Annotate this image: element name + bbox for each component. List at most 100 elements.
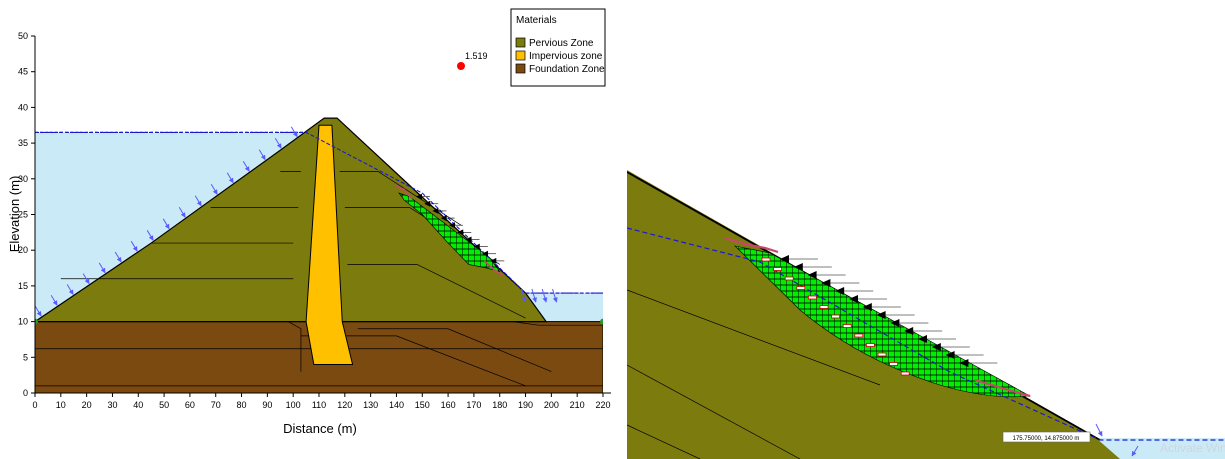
legend-label: Foundation Zone: [529, 64, 605, 75]
detail-slice-marker: [784, 276, 794, 281]
water-pressure-arrow: [98, 262, 106, 274]
water-pressure-arrow: [242, 161, 250, 172]
detail-phreatic-line: [627, 227, 1225, 441]
detail-load-arrow: [918, 335, 927, 343]
x-tick-label: 30: [107, 400, 117, 410]
y-tick-label: 10: [18, 317, 28, 327]
x-tick-label: 210: [570, 400, 585, 410]
x-tick-label: 70: [211, 400, 221, 410]
x-tick-label: 90: [262, 400, 272, 410]
water-pressure-arrow: [226, 172, 234, 184]
detail-load-arrow: [862, 303, 872, 311]
water-pressure-arrow: [210, 184, 218, 195]
water-pressure-arrow: [130, 240, 138, 252]
load-arrow: [473, 243, 480, 250]
detail-load-arrow: [780, 255, 789, 263]
detail-slice-marker: [761, 257, 771, 262]
x-tick-label: 60: [185, 400, 195, 410]
boundary-marker: [600, 318, 603, 325]
water-pressure-arrow: [146, 230, 154, 241]
detail-load-arrow: [931, 343, 941, 351]
load-arrow: [465, 236, 472, 243]
x-tick-label: 20: [82, 400, 92, 410]
internal-layer-line: [347, 264, 526, 319]
y-tick-label: 45: [18, 67, 28, 77]
water-pressure-arrow: [290, 126, 298, 138]
load-arrow: [415, 193, 422, 200]
x-tick-label: 120: [337, 400, 352, 410]
legend: Materials Pervious Zone Impervious zone Fo…: [510, 8, 606, 87]
coordinate-readout-box: [1002, 431, 1091, 443]
load-arrow: [432, 207, 439, 214]
detail-water-arrow: [1131, 445, 1139, 457]
x-tick-label: 100: [286, 400, 301, 410]
detail-slice-marker: [866, 343, 875, 347]
water-pressure-arrow: [35, 305, 42, 317]
legend-swatch: [515, 50, 526, 61]
y-tick-label: 15: [18, 281, 28, 291]
detail-geometry: [627, 170, 1225, 459]
water-pressure-arrow: [162, 218, 170, 230]
water-pressure-arrow: [541, 288, 548, 303]
x-tick-label: 190: [518, 400, 533, 410]
x-tick-label: 180: [492, 400, 507, 410]
detail-load-arrow: [821, 279, 831, 287]
detail-slice-marker: [831, 314, 840, 319]
detail-layer-line: [627, 424, 701, 459]
impervious-core: [305, 124, 354, 365]
detail-water-arrow: [1095, 423, 1103, 437]
load-arrow: [440, 215, 447, 222]
detail-slip-entry: [724, 236, 779, 254]
detail-view: 175.75000, 14.875000 m Activate Wind: [627, 170, 1225, 459]
detail-load-arrow: [849, 295, 858, 303]
legend-box: [510, 8, 606, 87]
detail-slice-marker: [796, 286, 806, 290]
downstream-pool: [520, 293, 603, 322]
x-tick-label: 110: [312, 400, 326, 410]
internal-layer-line: [339, 171, 462, 226]
y-tick-label: 40: [18, 102, 28, 112]
water-pressure-arrow: [521, 288, 527, 303]
x-tick-label: 170: [466, 400, 481, 410]
legend-swatch: [515, 37, 526, 48]
legend-label: Impervious zone: [529, 51, 603, 62]
foundation-section-line: [512, 321, 603, 326]
x-axis-title: Distance (m): [283, 421, 357, 436]
water-pressure-arrow: [274, 137, 282, 149]
water-pressure-arrow: [531, 288, 537, 303]
water-pressure-arrow: [258, 149, 266, 161]
detail-slice-marker: [900, 371, 910, 376]
activate-windows-watermark: Activate Wind: [1160, 441, 1225, 455]
x-tick-label: 10: [56, 400, 66, 410]
detail-downstream-pool: [1096, 438, 1225, 459]
x-tick-label: 200: [544, 400, 559, 410]
axes: 0 5 10 15 20 25 30 35 40 45 50 0 10 20 30 40 50 60 70 80 90 1…: [18, 31, 611, 410]
legend-swatch: [515, 63, 526, 74]
load-arrow: [457, 229, 464, 236]
foundation-section-line: [287, 321, 302, 372]
slip-surface-entry: [396, 185, 413, 200]
coordinate-readout: 175.75000, 14.875000 m: [1013, 436, 1080, 442]
detail-layer-line: [627, 289, 881, 386]
load-arrow: [490, 257, 497, 264]
x-tick-label: 130: [363, 400, 378, 410]
detail-load-arrow: [904, 327, 914, 335]
y-tick-label: 35: [18, 138, 28, 148]
detail-load-arrow: [890, 319, 900, 327]
x-tick-label: 80: [237, 400, 247, 410]
water-pressure-arrow: [50, 295, 58, 306]
detail-load-arrow: [945, 351, 955, 359]
x-tick-label: 40: [133, 400, 143, 410]
y-tick-label: 25: [18, 210, 28, 220]
factor-of-safety-label: 1.519: [465, 51, 488, 61]
y-tick-label: 30: [18, 174, 28, 184]
y-axis-title: Elevation (m): [7, 176, 22, 253]
detail-slice-marker: [842, 324, 852, 328]
x-tick-label: 220: [595, 400, 610, 410]
detail-layer-line: [627, 364, 801, 459]
detail-slice-marker: [773, 267, 782, 271]
y-tick-label: 0: [23, 388, 28, 398]
x-tick-label: 150: [415, 400, 430, 410]
slip-surface-exit: [483, 260, 503, 276]
water-pressure-arrow: [114, 251, 122, 263]
